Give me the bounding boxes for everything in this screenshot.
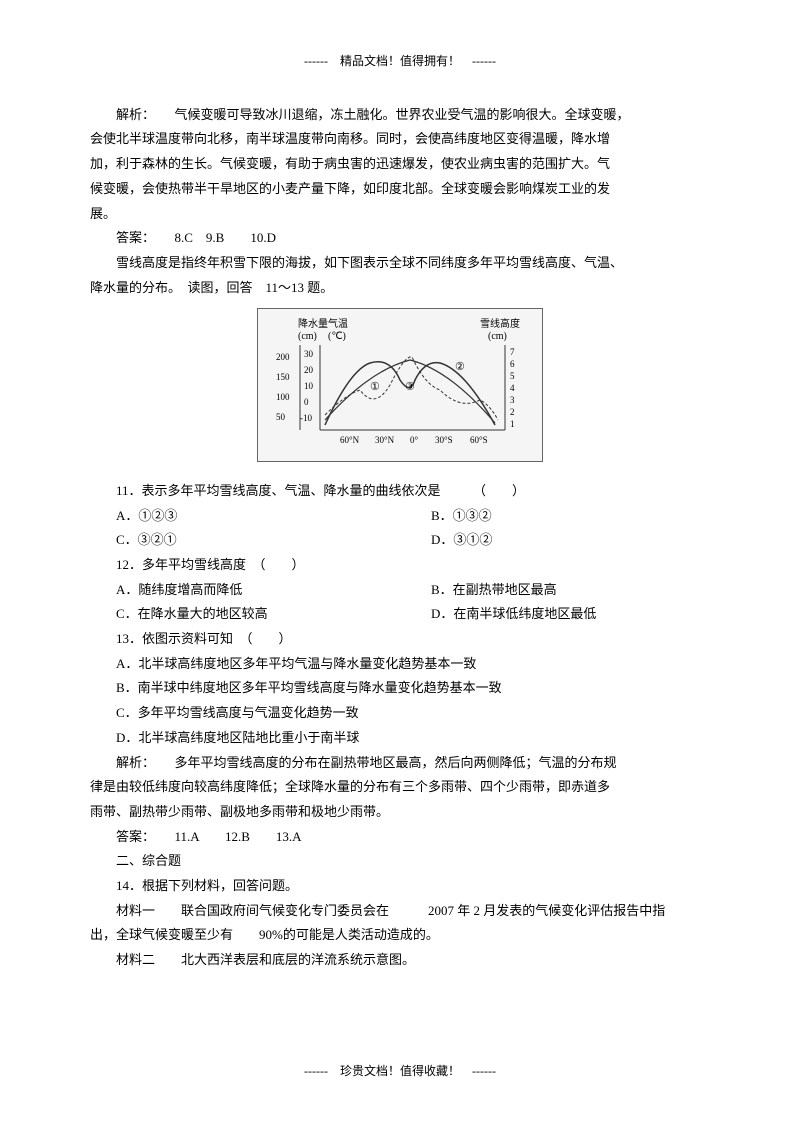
q13-option-d: D．北半球高纬度地区陆地比重小于南半球: [90, 726, 710, 751]
footer-text: ------ 珍贵文档！值得收藏！ ------: [0, 1060, 800, 1083]
answers-2: 答案： 11.A 12.B 13.A: [90, 825, 710, 850]
ytick: -10: [300, 413, 312, 423]
ytick: 1: [510, 419, 515, 429]
main-content: 解析： 气候变暖可导致冰川退缩，冻土融化。世界农业受气温的影响很大。全球变暖， …: [90, 103, 710, 973]
left-label-1: 降水量: [298, 317, 328, 330]
marker-2: ②: [455, 361, 465, 373]
question-11: 11．表示多年平均雪线高度、气温、降水量的曲线依次是 （ ）: [90, 479, 710, 504]
snow-line-chart: 降水量 气温 (cm) (℃) 雪线高度 (cm) 200 150 100 50…: [270, 315, 530, 455]
q11-option-d: D．③①②: [431, 528, 710, 553]
analysis-line-3: 加，利于森林的生长。气候变暖，有助于病虫害的迅速爆发，使农业病虫害的范围扩大。气: [90, 152, 710, 177]
ytick: 150: [276, 372, 290, 382]
right-label: 雪线高度: [480, 317, 520, 330]
q12-option-b: B．在副热带地区最高: [431, 578, 710, 603]
left-unit-1: (cm): [298, 331, 317, 342]
answers-1: 答案： 8.C 9.B 10.D: [90, 226, 710, 251]
material-1-line-2: 出，全球气候变暖至少有 90%的可能是人类活动造成的。: [90, 923, 710, 948]
xtick: 30°N: [375, 435, 395, 445]
analysis2-line-2: 律是由较低纬度向较高纬度降低；全球降水量的分布有三个多雨带、四个少雨带，即赤道多: [90, 775, 710, 800]
q13-option-c: C．多年平均雪线高度与气温变化趋势一致: [90, 701, 710, 726]
q12-option-c: C．在降水量大的地区较高: [90, 602, 431, 627]
q11-option-c: C．③②①: [90, 528, 431, 553]
analysis2-line-3: 雨带、副热带少雨带、副极地多雨带和极地少雨带。: [90, 800, 710, 825]
marker-3: ③: [405, 381, 415, 393]
question-12: 12．多年平均雪线高度 （ ）: [90, 553, 710, 578]
q11-option-a: A．①②③: [90, 504, 431, 529]
xtick: 60°N: [340, 435, 360, 445]
analysis-line-4: 候变暖，会使热带半干旱地区的小麦产量下降，如印度北部。全球变暖会影响煤炭工业的发: [90, 177, 710, 202]
left-unit-2: (℃): [328, 331, 346, 342]
q11-option-b: B．①③②: [431, 504, 710, 529]
analysis2-line-1: 解析： 多年平均雪线高度的分布在副热带地区最高，然后向两侧降低；气温的分布规: [90, 751, 710, 776]
q13-option-a: A．北半球高纬度地区多年平均气温与降水量变化趋势基本一致: [90, 652, 710, 677]
section-2-title: 二、综合题: [90, 849, 710, 874]
ytick: 4: [510, 383, 515, 393]
xtick: 30°S: [435, 435, 453, 445]
q13-option-b: B．南半球中纬度地区多年平均雪线高度与降水量变化趋势基本一致: [90, 676, 710, 701]
ytick: 200: [276, 352, 290, 362]
header-text: ------ 精品文档！值得拥有！ ------: [90, 50, 710, 73]
marker-1: ①: [370, 381, 380, 393]
ytick: 30: [304, 349, 314, 359]
ytick: 10: [304, 381, 314, 391]
intro-line-2: 降水量的分布。 读图，回答 11～13 题。: [90, 276, 710, 301]
analysis-line-2: 会使北半球温度带向北移，南半球温度带向南移。同时，会使高纬度地区变得温暖，降水增: [90, 127, 710, 152]
xtick: 0°: [410, 435, 419, 445]
ytick: 3: [510, 395, 515, 405]
material-2: 材料二 北大西洋表层和底层的洋流系统示意图。: [90, 948, 710, 973]
ytick: 6: [510, 359, 515, 369]
analysis-line-5: 展。: [90, 202, 710, 227]
ytick: 0: [304, 397, 309, 407]
question-13: 13．依图示资料可知 （ ）: [90, 627, 710, 652]
question-14: 14．根据下列材料，回答问题。: [90, 874, 710, 899]
ytick: 5: [510, 371, 515, 381]
xtick: 60°S: [470, 435, 488, 445]
q12-option-a: A．随纬度增高而降低: [90, 578, 431, 603]
material-1-line-1: 材料一 联合国政府间气候变化专门委员会在 2007 年 2 月发表的气候变化评估…: [90, 899, 710, 924]
analysis-line-1: 解析： 气候变暖可导致冰川退缩，冻土融化。世界农业受气温的影响很大。全球变暖，: [90, 103, 710, 128]
ytick: 2: [510, 407, 515, 417]
ytick: 50: [276, 412, 286, 422]
intro-line-1: 雪线高度是指终年积雪下限的海拔，如下图表示全球不同纬度多年平均雪线高度、气温、: [90, 251, 710, 276]
ytick: 20: [304, 365, 314, 375]
chart-figure: 降水量 气温 (cm) (℃) 雪线高度 (cm) 200 150 100 50…: [90, 308, 710, 471]
ytick: 7: [510, 347, 515, 357]
ytick: 100: [276, 392, 290, 402]
right-unit: (cm): [488, 331, 507, 342]
q12-option-d: D．在南半球低纬度地区最低: [431, 602, 710, 627]
left-label-2: 气温: [328, 317, 348, 330]
